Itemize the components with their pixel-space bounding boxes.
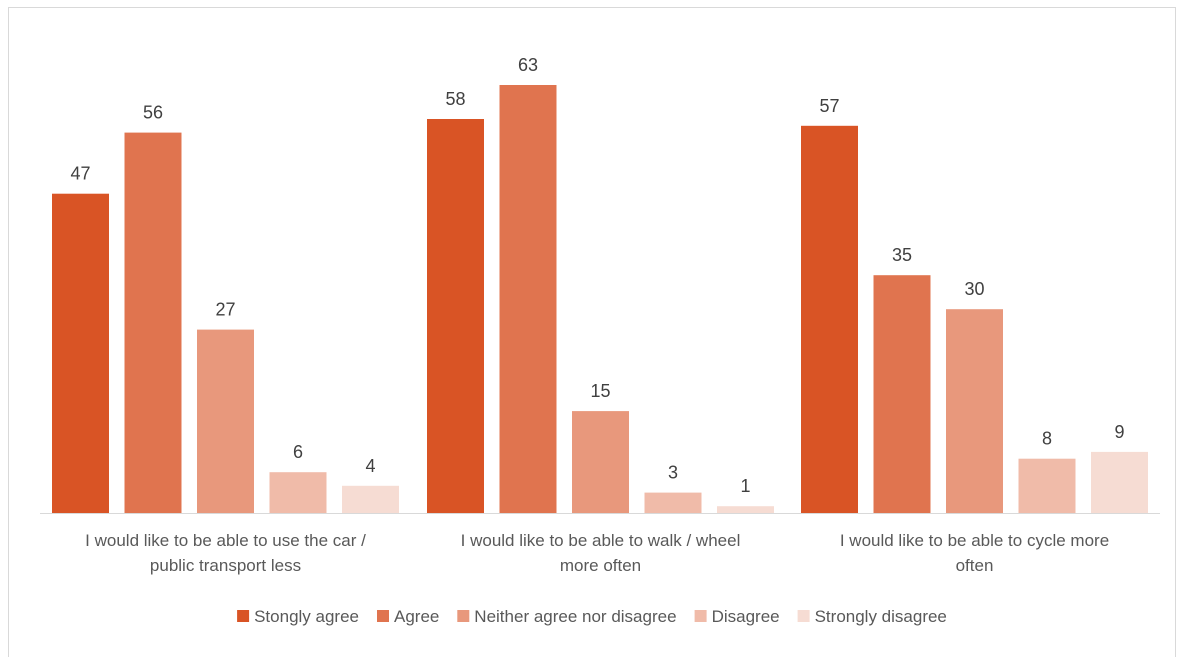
category-label: I would like to be able to cycle more <box>840 531 1109 550</box>
bar <box>269 472 327 513</box>
legend-swatch <box>377 610 389 622</box>
legend-item: Disagree <box>694 607 780 626</box>
legend-swatch <box>237 610 250 622</box>
bar <box>124 132 182 513</box>
data-label: 58 <box>445 89 465 109</box>
legend-label: Agree <box>394 607 439 626</box>
bars-group <box>52 85 1148 514</box>
legend-swatch <box>694 610 707 622</box>
data-label: 15 <box>590 381 610 401</box>
legend-label: Strongly disagree <box>815 607 947 626</box>
bar <box>52 193 109 513</box>
data-label: 27 <box>215 300 235 320</box>
legend-item: Strongly disagree <box>797 607 947 626</box>
legend-item: Agree <box>377 607 439 626</box>
legend-swatch <box>457 610 470 622</box>
data-label: 4 <box>365 456 375 476</box>
data-label: 47 <box>70 164 90 184</box>
data-label: 57 <box>819 96 839 116</box>
bar <box>572 411 629 513</box>
data-label: 30 <box>964 279 984 299</box>
category-label: more often <box>560 556 641 575</box>
legend-label: Neither agree nor disagree <box>474 607 676 626</box>
category-labels-group: I would like to be able to use the car /… <box>85 531 1109 575</box>
bar <box>499 85 557 513</box>
data-label: 3 <box>668 463 678 483</box>
bar <box>197 329 254 513</box>
data-label: 9 <box>1114 422 1124 442</box>
bar <box>1018 458 1076 513</box>
bar <box>342 485 399 513</box>
data-labels-group: 47 56 27 6 4 58 63 15 3 1 57 35 30 8 9 <box>70 55 1124 496</box>
legend: Stongly agree Agree Neither agree nor disa… <box>237 607 947 626</box>
legend-label: Disagree <box>712 607 780 626</box>
bar <box>946 309 1003 513</box>
category-label: I would like to be able to use the car / <box>85 531 366 550</box>
category-label: public transport less <box>150 556 301 575</box>
bar <box>717 506 774 513</box>
bar <box>644 492 702 513</box>
legend-item: Neither agree nor disagree <box>457 607 677 626</box>
data-label: 35 <box>892 245 912 265</box>
bar <box>1091 451 1148 513</box>
bar <box>427 119 484 513</box>
legend-swatch <box>797 610 810 622</box>
data-label: 6 <box>293 442 303 462</box>
legend-label: Stongly agree <box>254 607 359 626</box>
legend-item: Stongly agree <box>237 607 359 626</box>
bar <box>801 125 858 514</box>
category-label: often <box>956 556 994 575</box>
data-label: 1 <box>740 476 750 496</box>
bar <box>873 275 931 513</box>
data-label: 56 <box>143 103 163 123</box>
data-label: 63 <box>518 55 538 75</box>
category-label: I would like to be able to walk / wheel <box>461 531 741 550</box>
data-label: 8 <box>1042 429 1052 449</box>
